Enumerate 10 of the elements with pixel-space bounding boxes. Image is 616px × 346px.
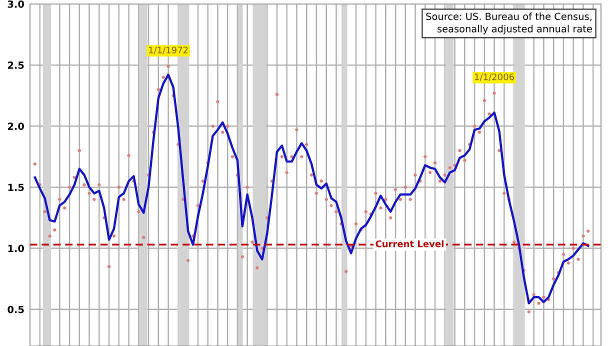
y-tick-label: 2.0 <box>8 122 24 130</box>
annotation: Source: US. Bureau of the Census, seasonally adjusted annual rate <box>426 12 592 34</box>
annotation: 1/1/1972 <box>149 46 188 54</box>
y-tick-label: 1.5 <box>8 184 24 192</box>
y-tick-label: 2.5 <box>8 62 24 69</box>
annotation: 1/1/2006 <box>475 73 514 82</box>
y-tick-label: 0.5 <box>8 306 24 314</box>
ref-line-label: Current Level <box>376 240 444 248</box>
y-tick-label: 1.0 <box>8 244 24 252</box>
y-tick-label: 3.0 <box>8 0 24 8</box>
